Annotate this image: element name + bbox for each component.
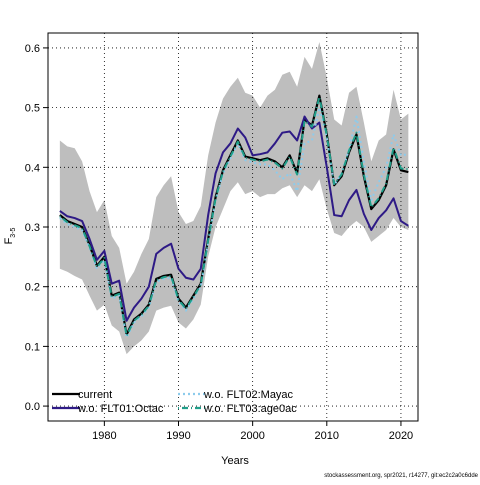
y-tick-label: 0.6 [25,43,40,55]
series-line-w-o-flt01-octac [59,115,409,322]
y-tick-label: 0.1 [25,341,40,353]
y-axis-title-subscript: 3-5 [10,227,17,237]
series-layer [59,94,409,339]
y-tick-label: 0.5 [25,103,40,115]
y-axis-title-main: F [3,237,15,244]
legend-label: current [78,389,112,401]
y-tick-label: 0.0 [25,401,40,413]
confidence-band-layer [59,41,409,355]
y-tick-label: 0.4 [25,162,40,174]
x-tick-label: 2000 [240,430,264,442]
x-tick-label: 2010 [315,430,339,442]
axis-layer: 1980 1990 2000 2010 2020 0.0 0.1 0.2 0.3 0.4 0.5 0.… [25,43,413,442]
y-axis-title: F3-5 [3,227,17,244]
x-axis-title: Years [221,455,249,467]
x-tick-label: 1990 [166,430,190,442]
x-tick-label: 1980 [92,430,116,442]
legend-label: w.o. FLT03:age0ac [203,403,297,415]
legend-label: w.o. FLT02:Mayac [203,389,294,401]
legend-label: w.o. FLT01:Octac [77,403,164,415]
svg-text:F3-5: F3-5 [3,227,17,244]
x-tick-label: 2020 [389,430,413,442]
series-line-w-o-flt03-age0ac [59,95,409,337]
footer-provenance: stockassessment.org, spr2021, r14277, gi… [324,473,478,479]
y-tick-label: 0.2 [25,282,40,294]
grid-layer [48,33,418,421]
confidence-band [59,41,409,355]
y-tick-label: 0.3 [25,222,40,234]
legend: current w.o. FLT01:Octac w.o. FLT02:Mayac w… [52,389,297,415]
